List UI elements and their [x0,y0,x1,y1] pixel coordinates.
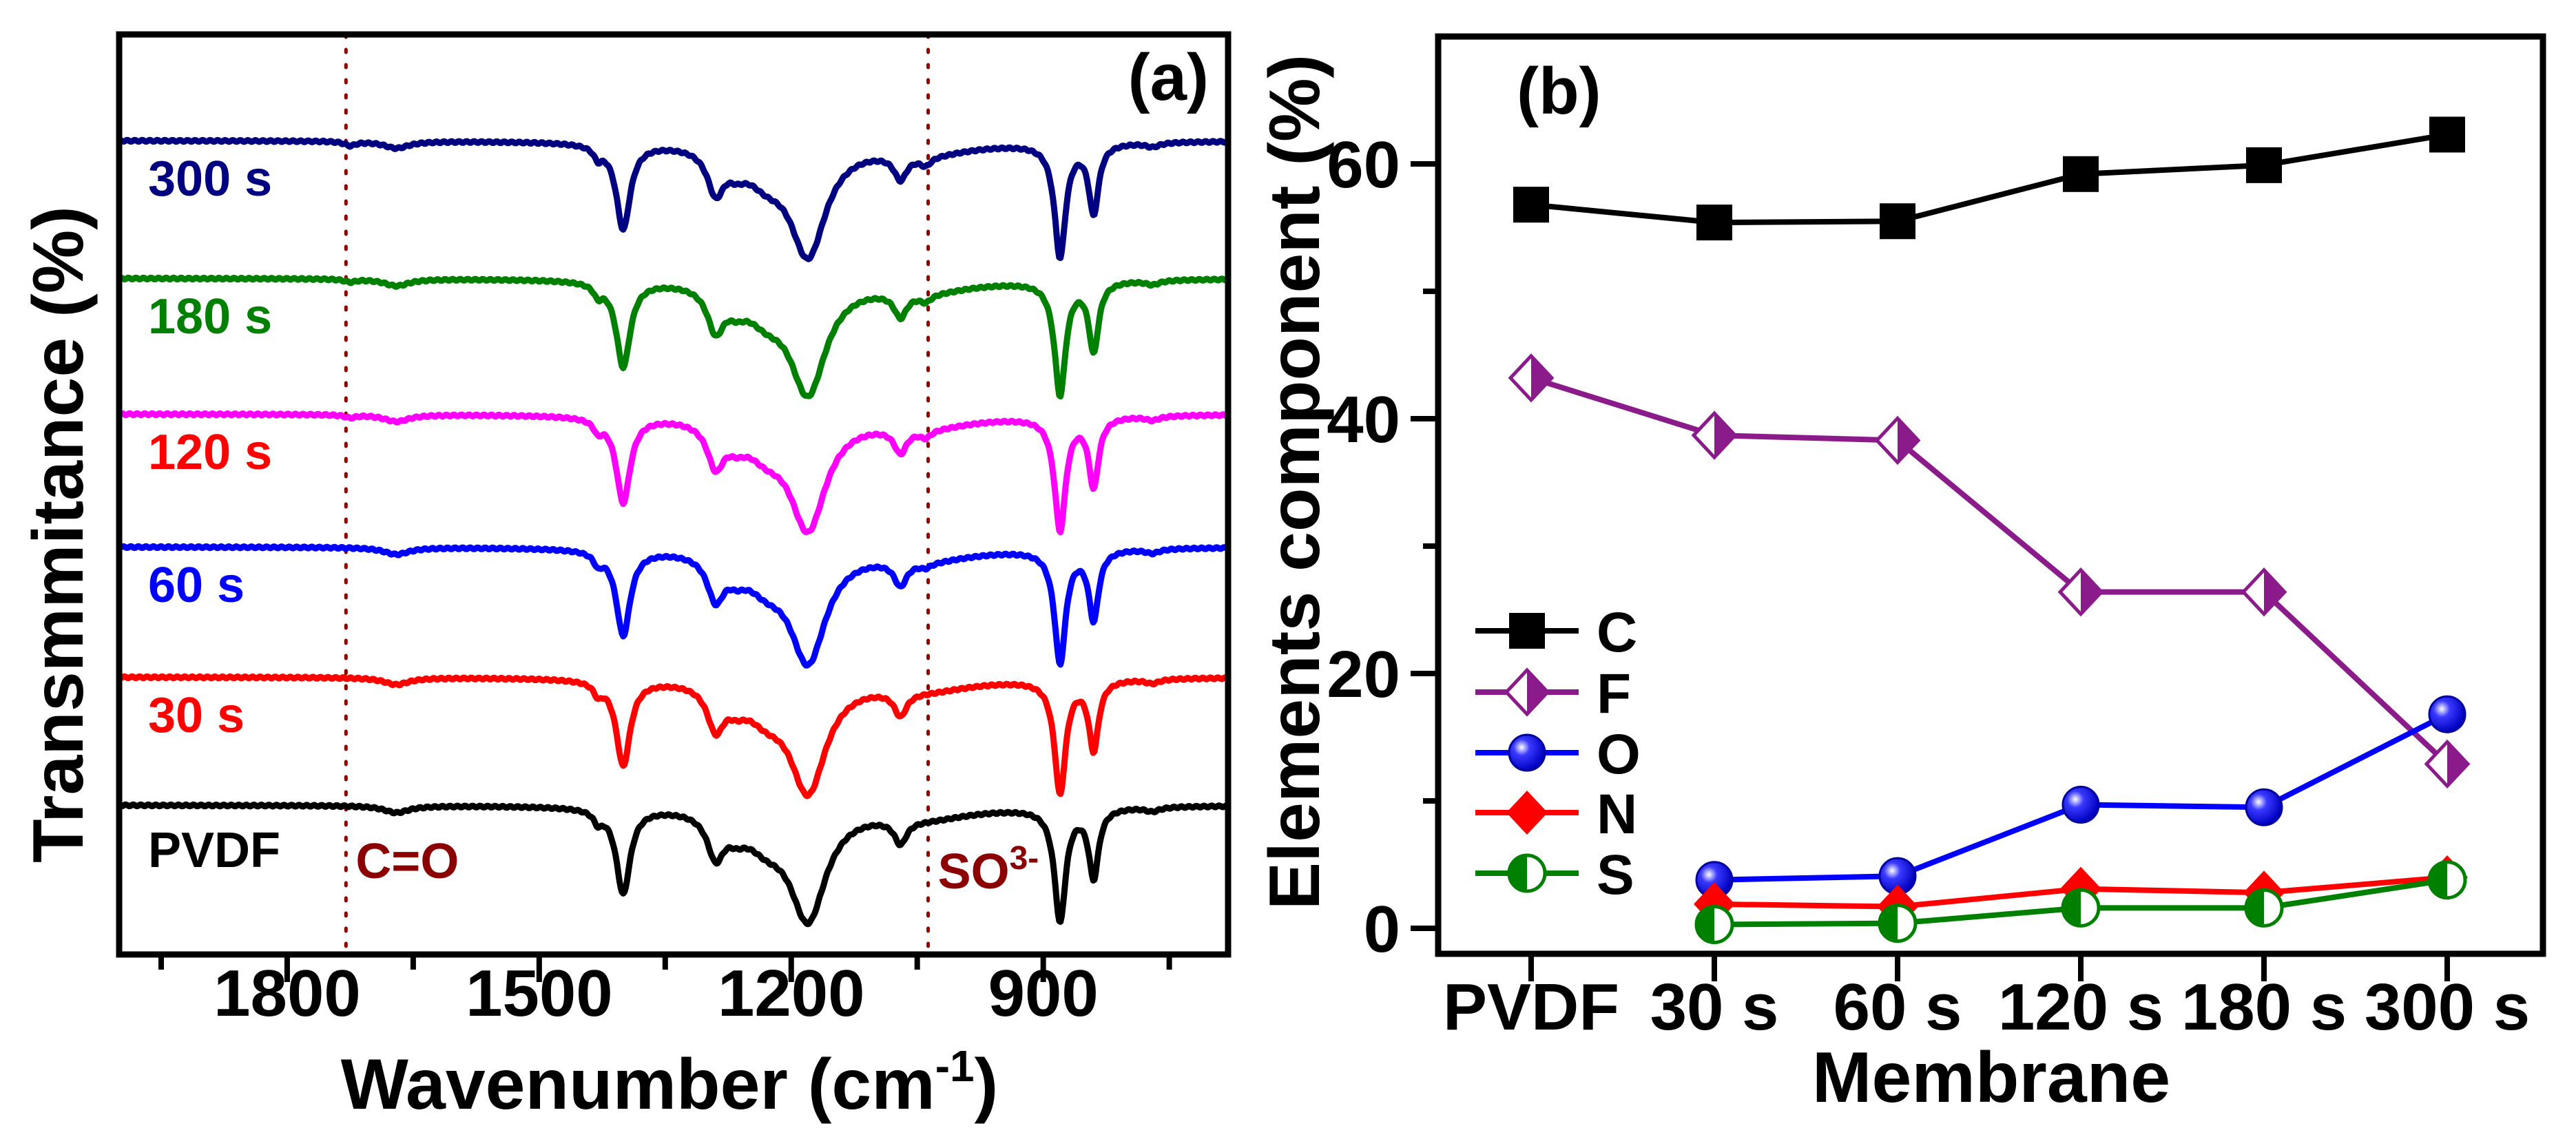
legend-item-C: C [1475,601,1637,664]
legend-label: S [1597,844,1634,906]
x-tick-label: 1200 [718,957,865,1030]
half-diamond-fill [2447,742,2468,786]
xlabel-end: ) [975,1045,999,1125]
reference-label: SO3- [938,840,1039,899]
legend-item-S: S [1475,844,1634,906]
half-circle-fill [2063,890,2081,926]
sphere-marker [2428,695,2466,733]
panel-b-xlabel: Membrane [1812,1038,2170,1118]
panel-b-elements: (b) Elements component (%) Membrane 0 20 4… [1255,33,2546,1118]
x-tick-label: 300 s [2365,970,2530,1044]
half-diamond-fill [2264,570,2285,614]
spectrum-30s [117,673,1230,800]
half-circle-fill [2429,862,2447,898]
x-tick-label: 1800 [214,957,361,1030]
half-circle-fill [1696,906,1714,943]
half-diamond-fill [2081,570,2101,614]
series-S [1694,860,2467,944]
y-tick-label: 20 [1327,638,1400,711]
series-label: 30 s [148,688,245,743]
panel-a-label: (a) [1128,41,1209,114]
series-line [1530,132,2448,226]
legend-item-O: O [1475,723,1641,786]
legend-item-F: F [1475,662,1631,725]
x-tick-label: 30 s [1650,970,1779,1044]
y-tick-label: 40 [1327,383,1400,457]
square-marker [2429,116,2465,153]
legend-item-N: N [1475,783,1637,846]
series-line [1530,375,2449,766]
panel-b-ylabel: Elements component (%) [1255,54,1335,910]
legend-label: C [1597,601,1637,664]
series-label: 300 s [148,152,272,207]
plot-frame [1435,33,2546,957]
half-circle-fill [1509,855,1527,891]
panel-a-ftir: (a) Transmmitance (%) Wavenumber (cm-1) … [19,31,1232,1125]
square-marker [2246,147,2282,183]
spectrum-180s [117,274,1230,400]
legend-label: F [1597,662,1631,725]
sphere-marker [2245,788,2283,826]
half-diamond-fill [1527,670,1548,714]
series-label: PVDF [148,823,280,878]
x-tick-label: 60 s [1834,970,1962,1044]
plot-frame [116,31,1232,958]
panel-a-ylabel: Transmmitance (%) [19,206,98,863]
sphere-marker [1508,733,1546,772]
reference-label: C=O [355,834,459,889]
spectrum-120s [117,410,1230,536]
square-marker [2063,156,2099,192]
half-circle-fill [2246,890,2264,926]
half-diamond-fill [1531,355,1552,400]
spectrum-300s [117,136,1230,262]
series-F [1508,353,2471,789]
series-O [1695,695,2466,899]
xlabel-text: Wavenumber (cm [341,1045,935,1125]
x-tick-label: PVDF [1443,970,1619,1044]
spectrum-PVDF [117,801,1230,928]
x-tick-label: 900 [988,957,1099,1030]
x-tick-label: 1500 [466,957,613,1030]
y-tick-label: 0 [1364,893,1400,966]
series-label: 180 s [148,289,272,344]
reference-label-sup: 3- [1010,840,1039,877]
panel-a-xlabel: Wavenumber (cm-1) [341,1041,999,1125]
series-label: 60 s [148,558,245,613]
y-tick-label: 60 [1327,128,1400,202]
legend-label: N [1597,783,1637,846]
xlabel-sup: -1 [935,1041,975,1091]
series-label: 120 s [148,425,272,480]
sphere-marker [2061,786,2100,824]
half-circle-fill [1880,905,1898,941]
half-diamond-fill [1898,418,1918,463]
half-diamond-fill [1714,413,1735,458]
series-C [1513,116,2465,241]
legend-label: O [1597,723,1641,786]
reference-label-text: SO [938,844,1010,899]
square-marker [1880,203,1915,240]
square-marker [1509,613,1545,649]
diamond-marker [1506,791,1548,835]
x-tick-label: 120 s [1998,970,2163,1044]
square-marker [1513,187,1549,223]
panel-b-label: (b) [1517,54,1601,128]
x-tick-label: 180 s [2181,970,2347,1044]
spectrum-60s [117,543,1230,669]
square-marker [1696,205,1732,241]
reference-label-text: C=O [355,834,459,889]
